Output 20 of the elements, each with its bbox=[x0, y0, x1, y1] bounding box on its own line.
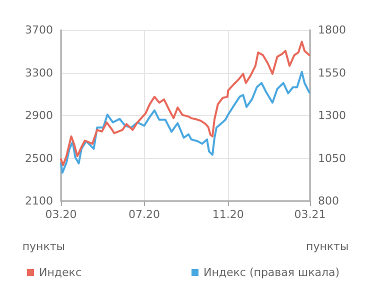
x-tick-label: 07.20 bbox=[128, 208, 160, 221]
legend-label: Индекс (правая шкала) bbox=[203, 266, 340, 279]
y-tick-label: 2500 bbox=[25, 152, 53, 165]
y2-axis-title: пункты bbox=[306, 240, 349, 253]
y2-tick-label: 1550 bbox=[318, 66, 346, 80]
y-tick-label: 3300 bbox=[25, 66, 53, 80]
y-tick-label: 2100 bbox=[25, 194, 53, 208]
x-tick-label: 03.21 bbox=[294, 208, 326, 221]
y2-tick-label: 1300 bbox=[318, 109, 346, 122]
x-tick-label: 03.20 bbox=[45, 208, 77, 221]
y-axis-title: пункты bbox=[22, 240, 65, 253]
x-tick-label: 11.20 bbox=[212, 208, 244, 221]
line-series bbox=[60, 40, 310, 166]
y2-tick-label: 1050 bbox=[318, 152, 346, 165]
y-tick-label: 2900 bbox=[25, 109, 53, 122]
y-tick-label: 3700 bbox=[25, 24, 53, 36]
line-series bbox=[60, 70, 310, 174]
y2-tick-label: 1800 bbox=[318, 24, 346, 36]
y2-tick-label: 800 bbox=[318, 194, 339, 208]
legend-label: Индекс bbox=[39, 266, 82, 279]
